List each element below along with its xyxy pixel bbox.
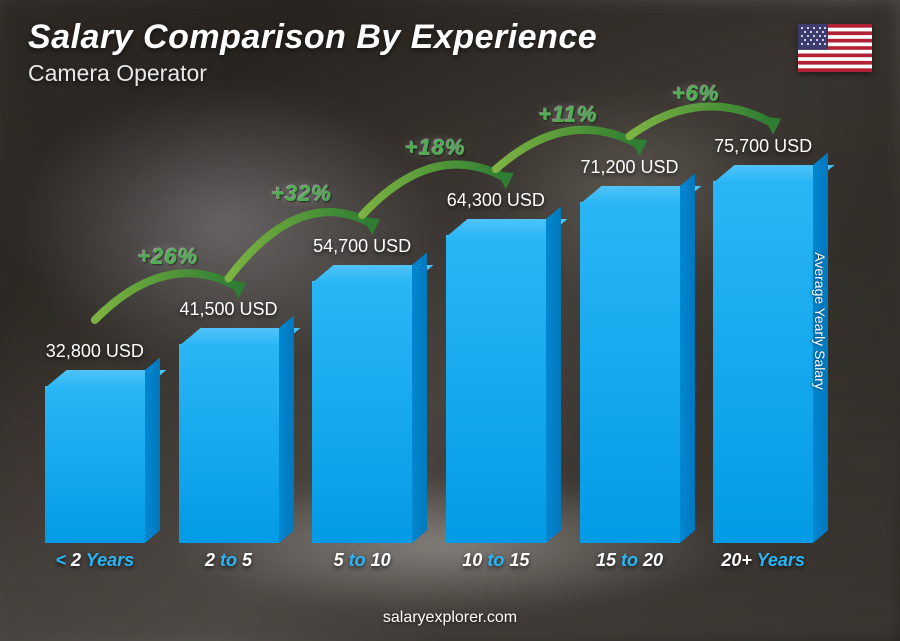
increase-arc (28, 100, 830, 571)
increase-pct-label: +6% (666, 79, 726, 109)
us-flag-icon (798, 24, 872, 72)
footer-credit: salaryexplorer.com (0, 609, 900, 627)
bar-chart: 32,800 USD< 2 Years41,500 USD2 to 554,70… (28, 100, 830, 571)
chart-title: Salary Comparison By Experience (28, 18, 597, 57)
y-axis-label: Average Yearly Salary (811, 252, 827, 390)
chart-subtitle: Camera Operator (28, 60, 207, 87)
